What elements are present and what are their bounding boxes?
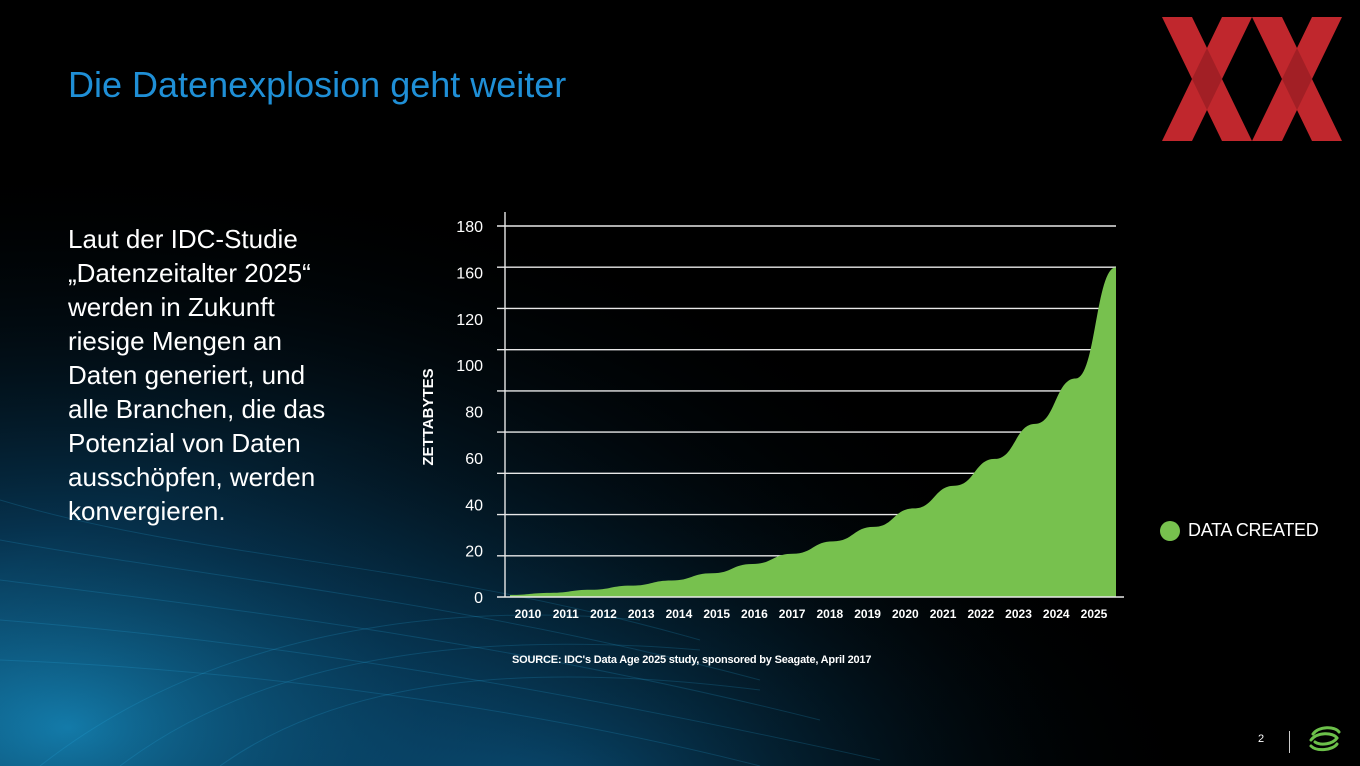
page-number: 2 <box>1258 733 1265 745</box>
x-tick-label: 2018 <box>817 607 844 621</box>
legend-label: DATA CREATED <box>1188 520 1319 540</box>
y-tick-label: 160 <box>456 265 483 282</box>
footer-divider <box>1289 731 1290 753</box>
x-tick-label: 2017 <box>779 607 806 621</box>
y-tick-label: 180 <box>456 219 483 236</box>
data-created-area <box>510 267 1116 597</box>
x-tick-label: 2011 <box>553 607 579 621</box>
x-tick-labels: 2010 2011 2012 2013 2014 2015 2016 2017 2018 2019… <box>515 607 1108 621</box>
y-tick-label: 80 <box>465 405 483 422</box>
x-tick-label: 2010 <box>515 607 542 621</box>
slide-title: Die Datenexplosion geht weiter <box>68 64 567 105</box>
x-tick-label: 2024 <box>1043 607 1070 621</box>
x-tick-label: 2025 <box>1081 607 1108 621</box>
legend-swatch <box>1160 520 1180 541</box>
y-axis-label: ZETTABYTES <box>420 368 437 465</box>
y-tick-label: 0 <box>474 590 483 607</box>
seagate-logo-icon <box>1309 726 1341 752</box>
chart-axes <box>497 212 1124 598</box>
x-tick-label: 2020 <box>892 607 919 621</box>
y-tick-label: 20 <box>465 544 483 561</box>
y-tick-label: 120 <box>456 312 483 329</box>
x-tick-label: 2013 <box>628 607 655 621</box>
x-tick-label: 2012 <box>590 607 617 621</box>
x-tick-label: 2016 <box>741 607 768 621</box>
x-tick-label: 2022 <box>967 607 994 621</box>
source-note: SOURCE: IDC's Data Age 2025 study, spons… <box>512 654 872 666</box>
x-tick-label: 2021 <box>930 607 957 621</box>
y-tick-label: 40 <box>465 497 483 514</box>
y-tick-label: 100 <box>456 358 483 375</box>
xx-logo <box>1162 17 1342 141</box>
chart-legend: DATA CREATED <box>1160 520 1319 541</box>
x-tick-label: 2015 <box>703 607 730 621</box>
y-tick-labels: 0 20 40 60 80 100 120 160 180 <box>456 219 483 607</box>
slide-body-text: Laut der IDC-Studie „Datenzeitalter 2025… <box>68 224 326 526</box>
x-tick-label: 2019 <box>854 607 881 621</box>
x-tick-label: 2014 <box>666 607 693 621</box>
x-tick-label: 2023 <box>1005 607 1032 621</box>
y-tick-label: 60 <box>465 451 483 468</box>
